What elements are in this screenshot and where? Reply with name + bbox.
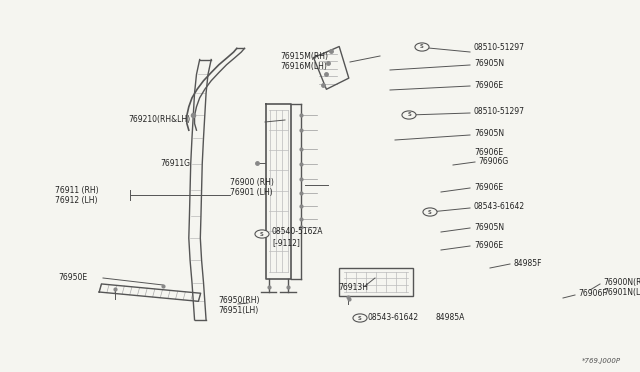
Text: 76905N: 76905N [474, 129, 504, 138]
Text: 08510-51297: 08510-51297 [474, 42, 525, 51]
Text: 76906F: 76906F [578, 289, 607, 298]
Text: 76911 (RH): 76911 (RH) [55, 186, 99, 195]
Text: S: S [420, 45, 424, 49]
Text: 76905N: 76905N [474, 60, 504, 68]
Circle shape [415, 43, 429, 51]
Circle shape [353, 314, 367, 322]
Text: 76906E: 76906E [474, 80, 503, 90]
Text: 84985A: 84985A [435, 314, 465, 323]
Text: [-9112]: [-9112] [272, 238, 300, 247]
Circle shape [255, 230, 269, 238]
Text: 76906G: 76906G [478, 157, 508, 166]
Text: 76901 (LH): 76901 (LH) [230, 189, 273, 198]
Circle shape [402, 111, 416, 119]
Text: 76951(LH): 76951(LH) [218, 307, 259, 315]
Text: 76906E: 76906E [474, 148, 503, 157]
Text: 76906E: 76906E [474, 241, 503, 250]
Text: 76912 (LH): 76912 (LH) [55, 196, 97, 205]
Text: 84985F: 84985F [514, 259, 543, 267]
Text: 08543-61642: 08543-61642 [367, 314, 418, 323]
Text: 76900N(RH): 76900N(RH) [603, 278, 640, 286]
Text: S: S [260, 231, 264, 237]
Text: S: S [407, 112, 411, 118]
Text: *769.J000P: *769.J000P [582, 358, 621, 364]
Text: S: S [428, 209, 432, 215]
Text: 08510-51297: 08510-51297 [474, 108, 525, 116]
Text: 08543-61642: 08543-61642 [474, 202, 525, 212]
Text: 76905N: 76905N [474, 222, 504, 231]
Text: 769210(RH&LH): 769210(RH&LH) [128, 115, 190, 125]
Text: S: S [358, 315, 362, 321]
Text: 76901N(LH): 76901N(LH) [603, 288, 640, 296]
Text: 76913H: 76913H [338, 283, 368, 292]
Text: 76915M(RH): 76915M(RH) [280, 52, 328, 61]
Text: 08540-5162A: 08540-5162A [272, 228, 323, 237]
Text: 76906E: 76906E [474, 183, 503, 192]
Text: 76950(RH): 76950(RH) [218, 295, 259, 305]
Bar [339, 268, 413, 296]
Text: 76950E: 76950E [58, 273, 87, 282]
Text: 76900 (RH): 76900 (RH) [230, 179, 274, 187]
Circle shape [423, 208, 437, 216]
Text: 76911G: 76911G [160, 158, 190, 167]
Text: 76916M(LH): 76916M(LH) [280, 62, 327, 71]
